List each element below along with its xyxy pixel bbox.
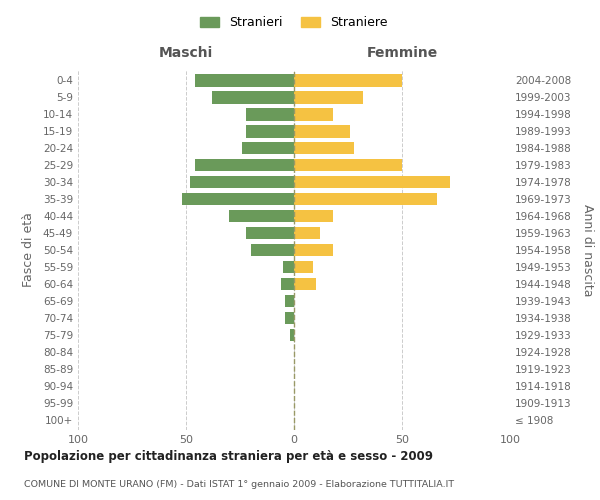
- Y-axis label: Fasce di età: Fasce di età: [22, 212, 35, 288]
- Text: Popolazione per cittadinanza straniera per età e sesso - 2009: Popolazione per cittadinanza straniera p…: [24, 450, 433, 463]
- Bar: [281, 278, 294, 290]
- Bar: [294, 244, 333, 256]
- Bar: [251, 244, 294, 256]
- Text: Maschi: Maschi: [159, 46, 213, 60]
- Bar: [294, 278, 316, 290]
- Bar: [212, 91, 294, 104]
- Bar: [294, 142, 355, 154]
- Text: COMUNE DI MONTE URANO (FM) - Dati ISTAT 1° gennaio 2009 - Elaborazione TUTTITALI: COMUNE DI MONTE URANO (FM) - Dati ISTAT …: [24, 480, 454, 489]
- Bar: [294, 125, 350, 138]
- Bar: [294, 108, 333, 120]
- Bar: [294, 74, 402, 86]
- Bar: [194, 74, 294, 86]
- Bar: [286, 294, 294, 308]
- Bar: [182, 192, 294, 205]
- Bar: [194, 158, 294, 172]
- Bar: [294, 158, 402, 172]
- Bar: [247, 226, 294, 239]
- Bar: [294, 176, 449, 188]
- Bar: [286, 312, 294, 324]
- Bar: [242, 142, 294, 154]
- Bar: [294, 260, 313, 274]
- Bar: [294, 226, 320, 239]
- Bar: [247, 108, 294, 120]
- Bar: [294, 192, 437, 205]
- Bar: [229, 210, 294, 222]
- Bar: [247, 125, 294, 138]
- Bar: [290, 328, 294, 342]
- Y-axis label: Anni di nascita: Anni di nascita: [581, 204, 594, 296]
- Text: Femmine: Femmine: [367, 46, 437, 60]
- Bar: [190, 176, 294, 188]
- Bar: [294, 210, 333, 222]
- Bar: [294, 91, 363, 104]
- Legend: Stranieri, Straniere: Stranieri, Straniere: [196, 11, 392, 34]
- Bar: [283, 260, 294, 274]
